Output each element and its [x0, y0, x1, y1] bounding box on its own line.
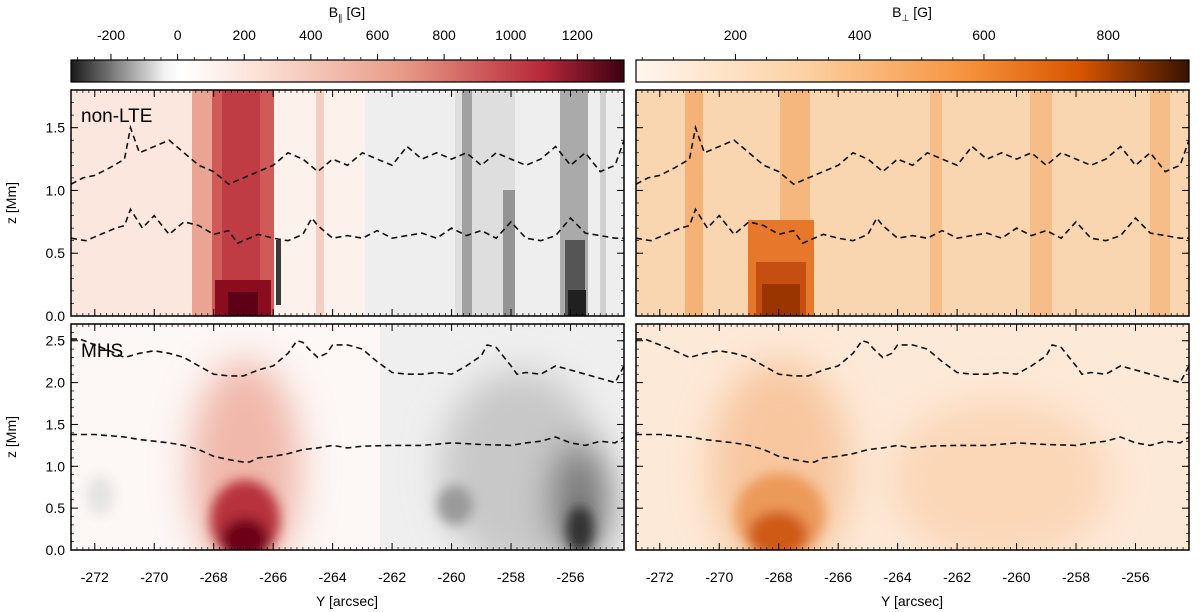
- y-tick-label: 1.0: [46, 458, 66, 474]
- contour-line: [71, 433, 624, 463]
- contour-line: [71, 338, 624, 384]
- x-axis-label-right: Y [arcsec]: [881, 593, 943, 609]
- x-tick-label: -262: [378, 569, 406, 585]
- x-tick-label: -264: [884, 569, 912, 585]
- x-tick-label: -266: [259, 569, 287, 585]
- y-tick-label: 1.5: [46, 120, 66, 136]
- contour-line: [636, 124, 1189, 186]
- x-tick-label: -272: [81, 569, 109, 585]
- contour-line: [636, 433, 1189, 463]
- y-tick-label: 0.0: [46, 542, 66, 558]
- contours-nonlte-bpar: [71, 124, 624, 245]
- colorbar-tick-label: 800: [1097, 27, 1121, 43]
- y-tick-label: 0.5: [46, 245, 66, 261]
- colorbar-tick-label: 0: [174, 27, 182, 43]
- colorbar-tick-label: 800: [432, 27, 456, 43]
- colorbar-tick-label: 200: [233, 27, 257, 43]
- x-tick-label: -270: [705, 569, 733, 585]
- x-tick-label: -268: [200, 569, 228, 585]
- colorbar-b-parallel-ticks: -200 0 200 400 600 800 1000 1200: [77, 27, 612, 60]
- colorbar-tick-label: 1000: [495, 27, 526, 43]
- colorbar-tick-label: 200: [724, 27, 748, 43]
- y-tick-label: 0.5: [46, 500, 66, 516]
- y-tick-label: 2.0: [46, 375, 66, 391]
- x-tick-label: -258: [497, 569, 525, 585]
- colorbar-tick-label: -200: [97, 27, 125, 43]
- panel-frame: [635, 323, 1190, 551]
- y-axis-label-bottom: z [Mm]: [3, 416, 19, 458]
- colorbar-tick-label: 600: [972, 27, 996, 43]
- contour-line: [636, 338, 1189, 384]
- y-tick-label: 2.5: [46, 333, 66, 349]
- x-tick-label: -264: [319, 569, 347, 585]
- axes: 0.0 0.5 1.0 1.5 0.0 0.5 1.0 1.5 2.0 2.5 -272 -270 -2…: [46, 90, 1190, 585]
- colorbar-b-perp: B⊥ [G] 200 400 600 800: [635, 4, 1190, 83]
- colorbar-b-parallel-label: B∥ [G]: [329, 4, 365, 23]
- contour-line: [71, 124, 624, 186]
- x-tick-label: -256: [1121, 569, 1149, 585]
- y-tick-label: 1.5: [46, 416, 66, 432]
- x-tick-label: -266: [824, 569, 852, 585]
- x-tick-label: -260: [1003, 569, 1031, 585]
- colorbar-b-parallel-bar: [70, 59, 625, 83]
- panel-label-nonlte: non-LTE: [81, 106, 152, 127]
- panel-nonlte-bpar: non-LTE: [70, 89, 625, 317]
- panel-mhs-bperp: [635, 323, 1190, 551]
- x-axis-label-left: Y [arcsec]: [316, 593, 378, 609]
- colorbar-b-perp-ticks: 200 400 600 800: [641, 27, 1171, 60]
- x-tick-label: -268: [765, 569, 793, 585]
- colorbar-tick-label: 400: [299, 27, 323, 43]
- y-tick-label: 1.0: [46, 182, 66, 198]
- panel-frame: [70, 323, 625, 551]
- y-tick-label: 0.0: [46, 308, 66, 324]
- colorbar-b-parallel: B∥ [G] -200 0 200 400 600 800 1000 1200: [70, 4, 625, 83]
- colorbar-tick-label: 600: [366, 27, 390, 43]
- colorbar-b-perp-label: B⊥ [G]: [892, 4, 932, 23]
- contour-line: [636, 207, 1189, 245]
- x-tick-label: -272: [646, 569, 674, 585]
- y-axis-label-top: z [Mm]: [3, 182, 19, 224]
- x-tick-label: -260: [438, 569, 466, 585]
- panel-label-mhs: MHS: [81, 341, 123, 362]
- x-tick-label: -270: [140, 569, 168, 585]
- x-tick-label: -262: [943, 569, 971, 585]
- contours-mhs-bperp: [636, 338, 1189, 463]
- colorbar-b-perp-bar: [635, 59, 1190, 83]
- contours-nonlte-bperp: [636, 124, 1189, 245]
- x-tick-label: -256: [556, 569, 584, 585]
- panel-nonlte-bperp: [635, 89, 1190, 317]
- colorbar-tick-label: 1200: [562, 27, 593, 43]
- contour-line: [71, 207, 624, 245]
- x-tick-label: -258: [1062, 569, 1090, 585]
- colorbar-tick-label: 400: [848, 27, 872, 43]
- contours-mhs-bpar: [71, 338, 624, 463]
- panel-mhs-bpar: MHS: [70, 323, 625, 551]
